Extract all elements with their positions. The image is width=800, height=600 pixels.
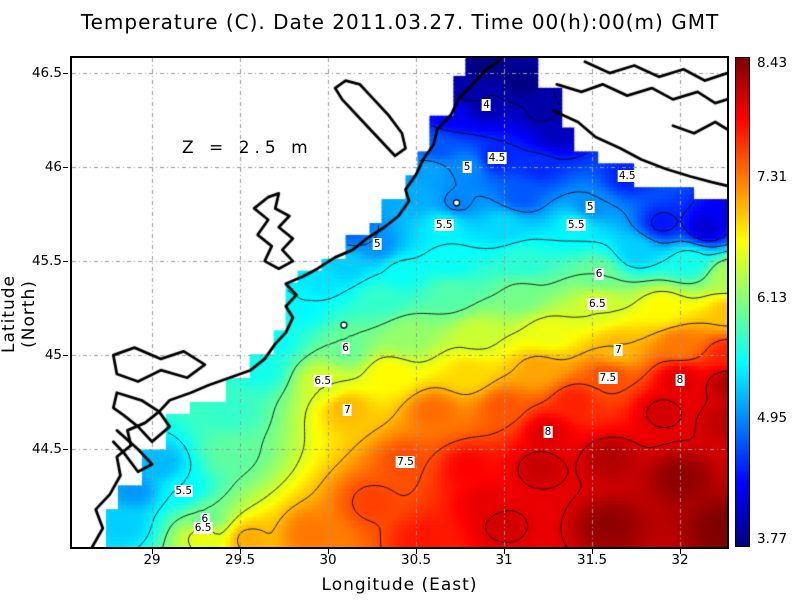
contour-label-4.5: 4.5	[617, 170, 637, 183]
temperature-map-canvas	[72, 58, 727, 547]
contour-label-8: 8	[543, 426, 553, 439]
x-tick-mark	[592, 549, 594, 554]
contour-label-5: 5	[585, 200, 595, 213]
contour-label-6.5: 6.5	[313, 375, 333, 388]
x-tick-mark	[328, 549, 330, 554]
contour-label-6: 6	[200, 512, 210, 525]
x-tick-label-31.5: 31.5	[576, 552, 608, 568]
contour-label-7: 7	[343, 403, 352, 416]
x-tick-label-30: 30	[319, 552, 337, 568]
contour-label-5.5: 5.5	[566, 219, 586, 232]
y-tick-mark	[63, 355, 68, 357]
colorbar	[735, 57, 750, 547]
y-tick-mark	[63, 449, 68, 451]
y-tick-mark	[63, 167, 68, 169]
contour-label-5: 5	[462, 161, 472, 174]
x-tick-label-32: 32	[671, 552, 689, 568]
y-tick-mark	[63, 73, 68, 75]
contour-label-6.5: 6.5	[587, 298, 607, 311]
y-tick-label-45.5: 45.5	[31, 253, 62, 270]
contour-label-5.5: 5.5	[434, 219, 454, 232]
colorbar-tick-label-3.77: 3.77	[757, 531, 788, 547]
y-tick-label-45: 45	[44, 347, 62, 364]
x-tick-label-31: 31	[495, 552, 513, 568]
colorbar-tick-label-4.95: 4.95	[757, 410, 788, 427]
contour-label-4.5: 4.5	[487, 151, 507, 164]
contour-label-6: 6	[341, 341, 350, 354]
y-tick-label-44.5: 44.5	[31, 441, 62, 458]
x-tick-mark	[504, 549, 506, 554]
x-tick-mark	[680, 549, 681, 554]
colorbar-tick-label-7.31: 7.31	[757, 169, 788, 186]
colorbar-gradient	[736, 58, 749, 546]
contour-label-7.5: 7.5	[598, 371, 618, 384]
y-tick-label-46: 46	[44, 159, 62, 176]
depth-annotation: Z = 2.5 m	[182, 138, 313, 158]
contour-label-7: 7	[614, 343, 623, 356]
y-tick-label-46.5: 46.5	[31, 65, 62, 82]
plot-title: Temperature (C). Date 2011.03.27. Time 0…	[80, 10, 720, 34]
colorbar-tick-label-8.43: 8.43	[757, 55, 788, 71]
contour-label-6: 6	[594, 268, 604, 281]
x-tick-label-29.5: 29.5	[225, 552, 256, 568]
map-plot-area: Z = 2.5 m 4 4.5 5 4.5 5 5.5 5.5 5 6 6.5 6 7 6.5 7.5 8 7…	[70, 56, 729, 549]
contour-label-6.5: 6.5	[193, 522, 213, 535]
y-tick-mark	[63, 261, 68, 263]
x-axis-label: Longitude (East)	[321, 575, 478, 595]
contour-label-8: 8	[675, 373, 685, 386]
x-tick-label-30.5: 30.5	[401, 552, 432, 568]
contour-label-5: 5	[372, 238, 382, 251]
x-tick-label-29: 29	[143, 552, 161, 568]
contour-label-5.5: 5.5	[174, 484, 194, 497]
x-tick-mark	[240, 549, 242, 554]
x-tick-mark	[416, 549, 418, 554]
colorbar-tick-label-6.13: 6.13	[757, 289, 788, 306]
x-tick-mark	[152, 549, 154, 554]
contour-label-4: 4	[482, 99, 491, 112]
contour-label-7.5: 7.5	[396, 456, 415, 469]
